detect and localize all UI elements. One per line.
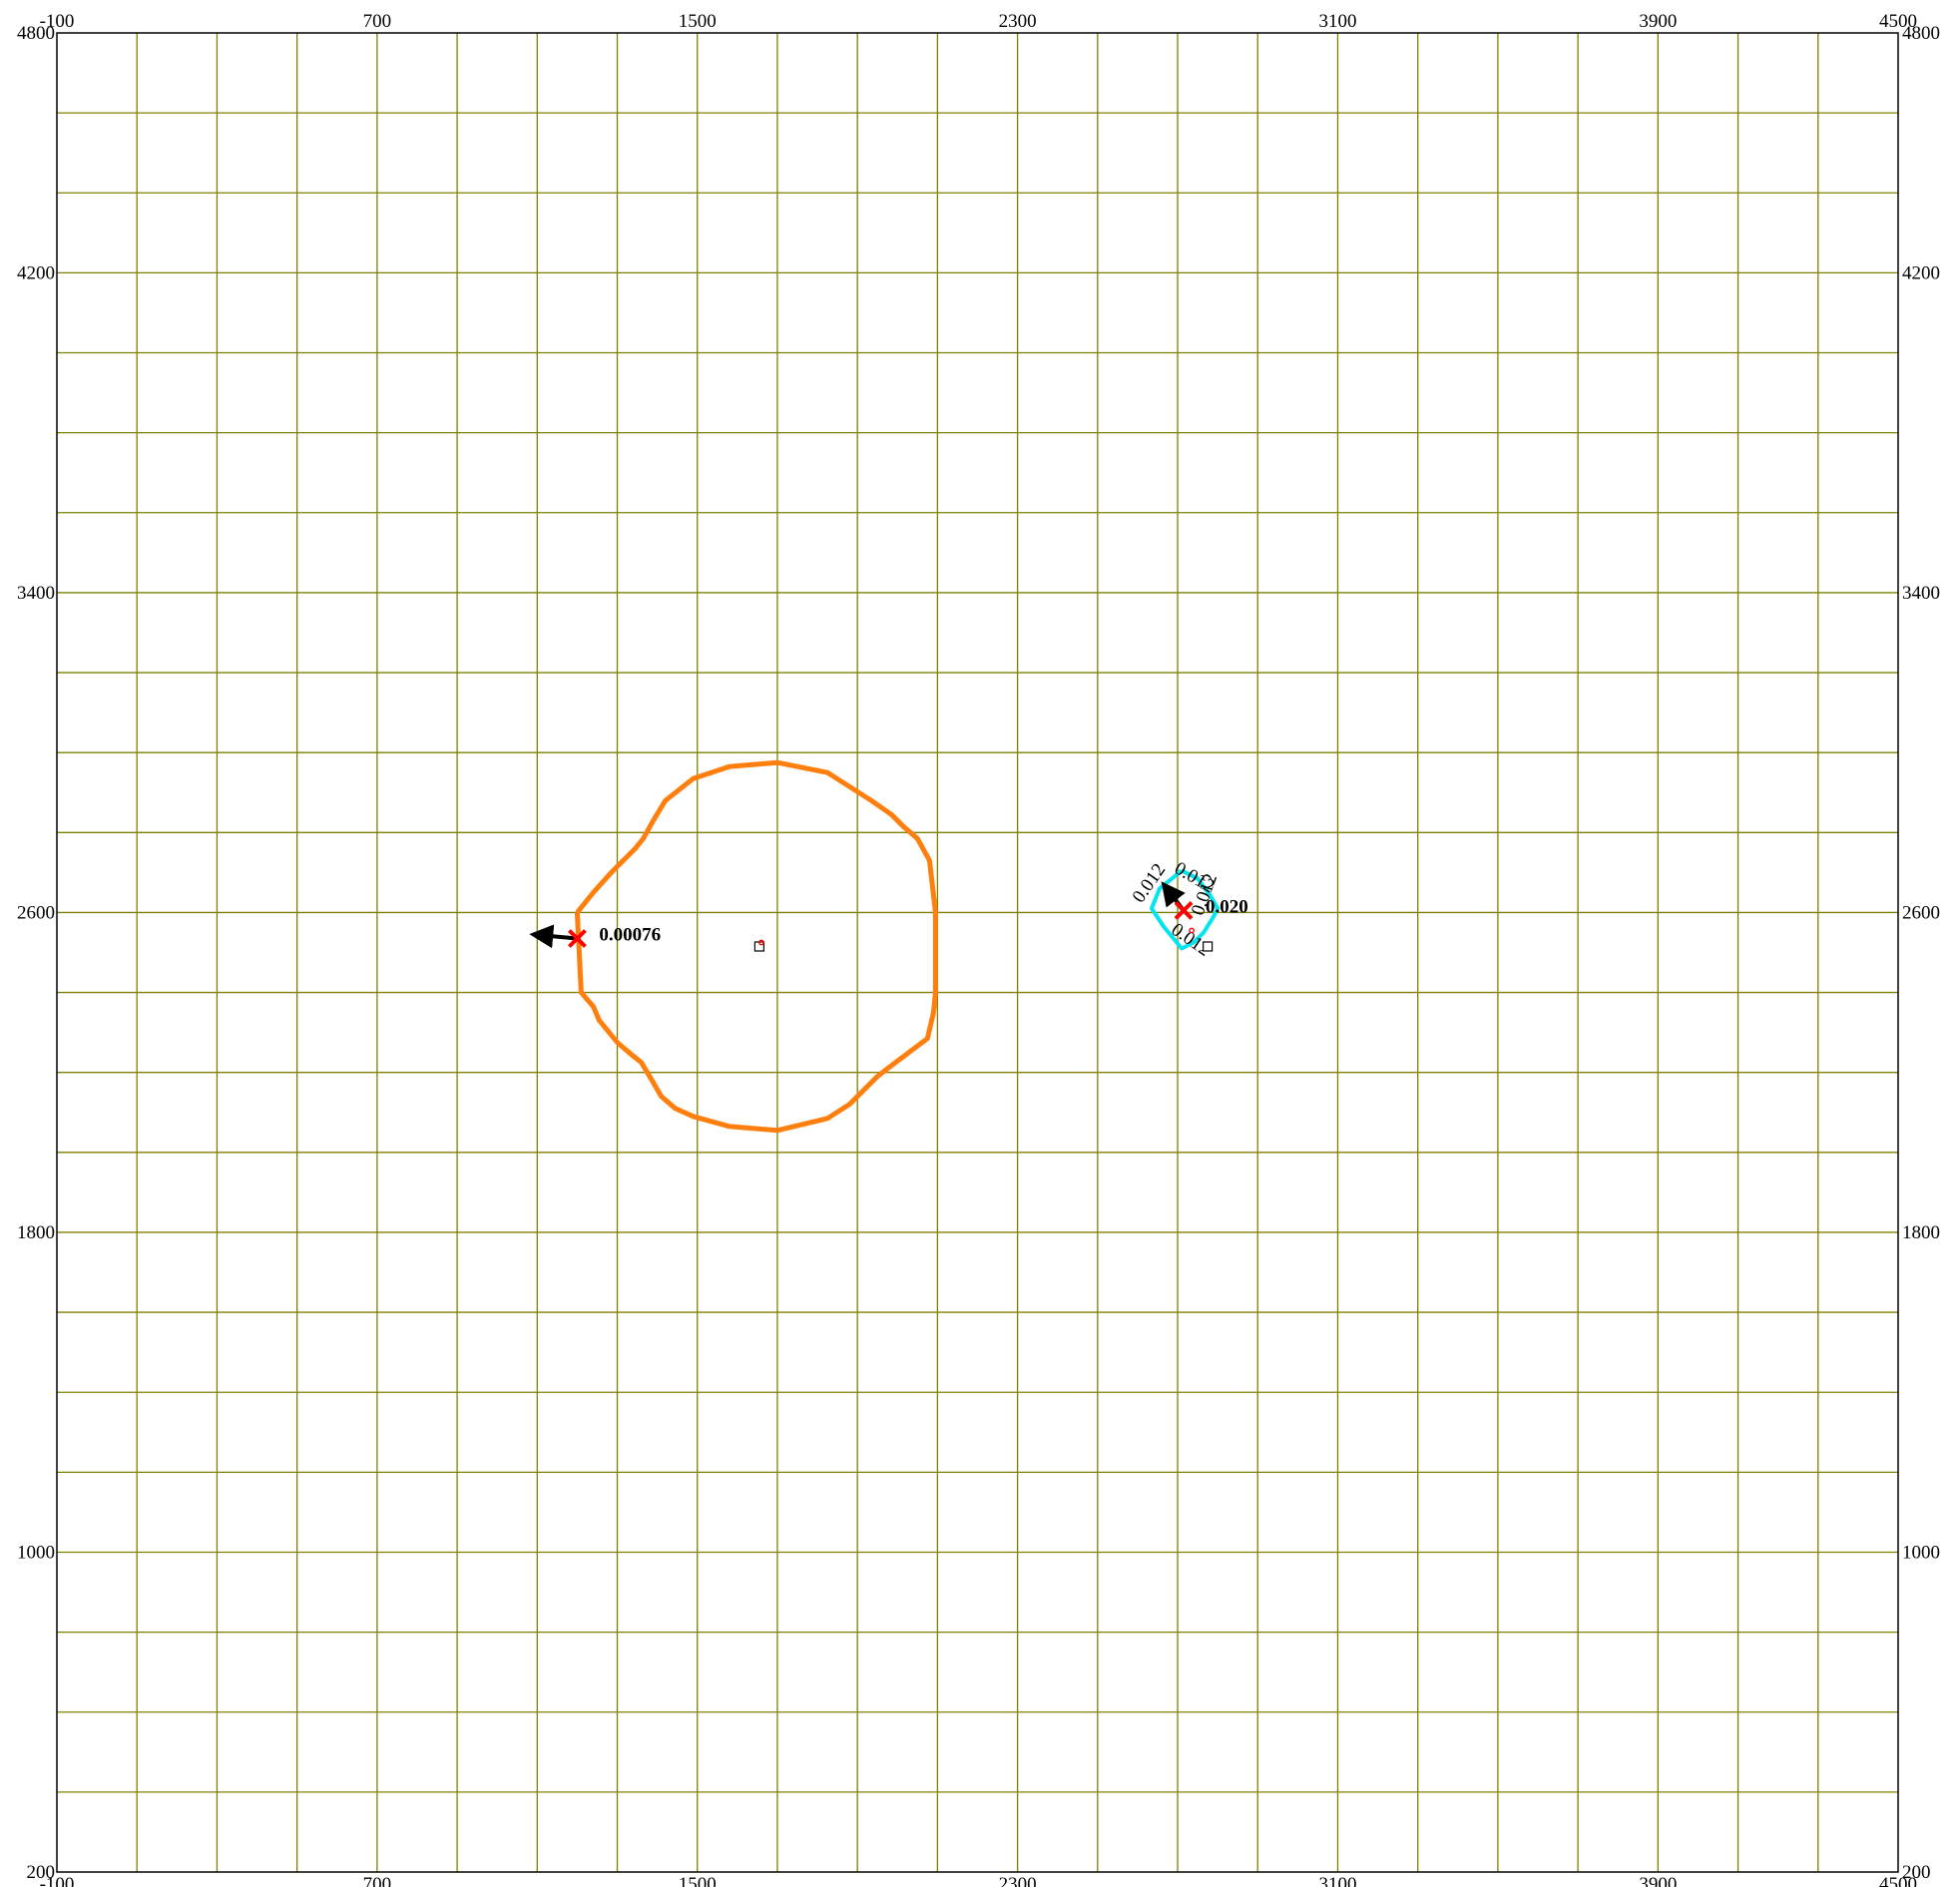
x-tick-label-bottom: 3900 bbox=[1639, 1874, 1677, 1887]
x-tick-label-bottom: -100 bbox=[40, 1874, 75, 1887]
source-square bbox=[1203, 941, 1214, 952]
centroid-circle bbox=[758, 939, 764, 946]
x-tick-label-bottom: 4500 bbox=[1879, 1874, 1917, 1887]
peak-marker-x bbox=[1174, 901, 1194, 920]
centroid-circle bbox=[1189, 927, 1195, 934]
grid bbox=[57, 33, 1898, 1872]
y-tick-label-left: 3400 bbox=[17, 583, 55, 604]
y-tick-label-left: 1000 bbox=[17, 1542, 55, 1563]
y-tick-label-left: 200 bbox=[27, 1862, 56, 1883]
x-tick-label-top: 4500 bbox=[1879, 11, 1917, 32]
x-tick-label-bottom: 3100 bbox=[1318, 1874, 1356, 1887]
contour-line-orange bbox=[574, 759, 938, 1134]
y-tick-label-left: 1800 bbox=[17, 1222, 55, 1243]
peak-value-label: 0.020 bbox=[1206, 896, 1248, 917]
plot-frame bbox=[56, 32, 1899, 1873]
peak-marker-x bbox=[567, 929, 587, 948]
y-tick-label-left: 2600 bbox=[17, 902, 55, 923]
peak-value-label: 0.00076 bbox=[599, 924, 661, 945]
markers: 0.00076 0.020 bbox=[529, 881, 1248, 952]
x-tick-label-top: 2300 bbox=[999, 11, 1037, 32]
y-tick-label-right: 1000 bbox=[1902, 1542, 1940, 1563]
y-tick-label-left: 4200 bbox=[17, 262, 55, 283]
y-tick-label-right: 200 bbox=[1902, 1862, 1931, 1883]
x-tick-label-bottom: 1500 bbox=[679, 1874, 717, 1887]
x-tick-label-bottom: 700 bbox=[363, 1874, 392, 1887]
y-tick-label-right: 1800 bbox=[1902, 1222, 1940, 1243]
x-tick-label-top: -100 bbox=[40, 11, 75, 32]
tick-labels: -100 -100 700 700 1500 1500 2300 2300 3100 3100 39… bbox=[17, 11, 1940, 1887]
x-tick-label-bottom: 2300 bbox=[999, 1874, 1037, 1887]
x-tick-label-top: 3100 bbox=[1318, 11, 1356, 32]
direction-arrow bbox=[529, 924, 578, 949]
y-tick-label-left: 4800 bbox=[17, 23, 55, 44]
x-tick-label-top: 3900 bbox=[1639, 11, 1677, 32]
y-tick-label-right: 2600 bbox=[1902, 902, 1940, 923]
contour-line-cyan bbox=[1150, 868, 1221, 951]
y-tick-label-right: 4800 bbox=[1902, 23, 1940, 44]
x-tick-label-top: 700 bbox=[363, 11, 392, 32]
y-tick-label-right: 3400 bbox=[1902, 583, 1940, 604]
y-tick-label-right: 4200 bbox=[1902, 262, 1940, 283]
x-tick-label-top: 1500 bbox=[679, 11, 717, 32]
